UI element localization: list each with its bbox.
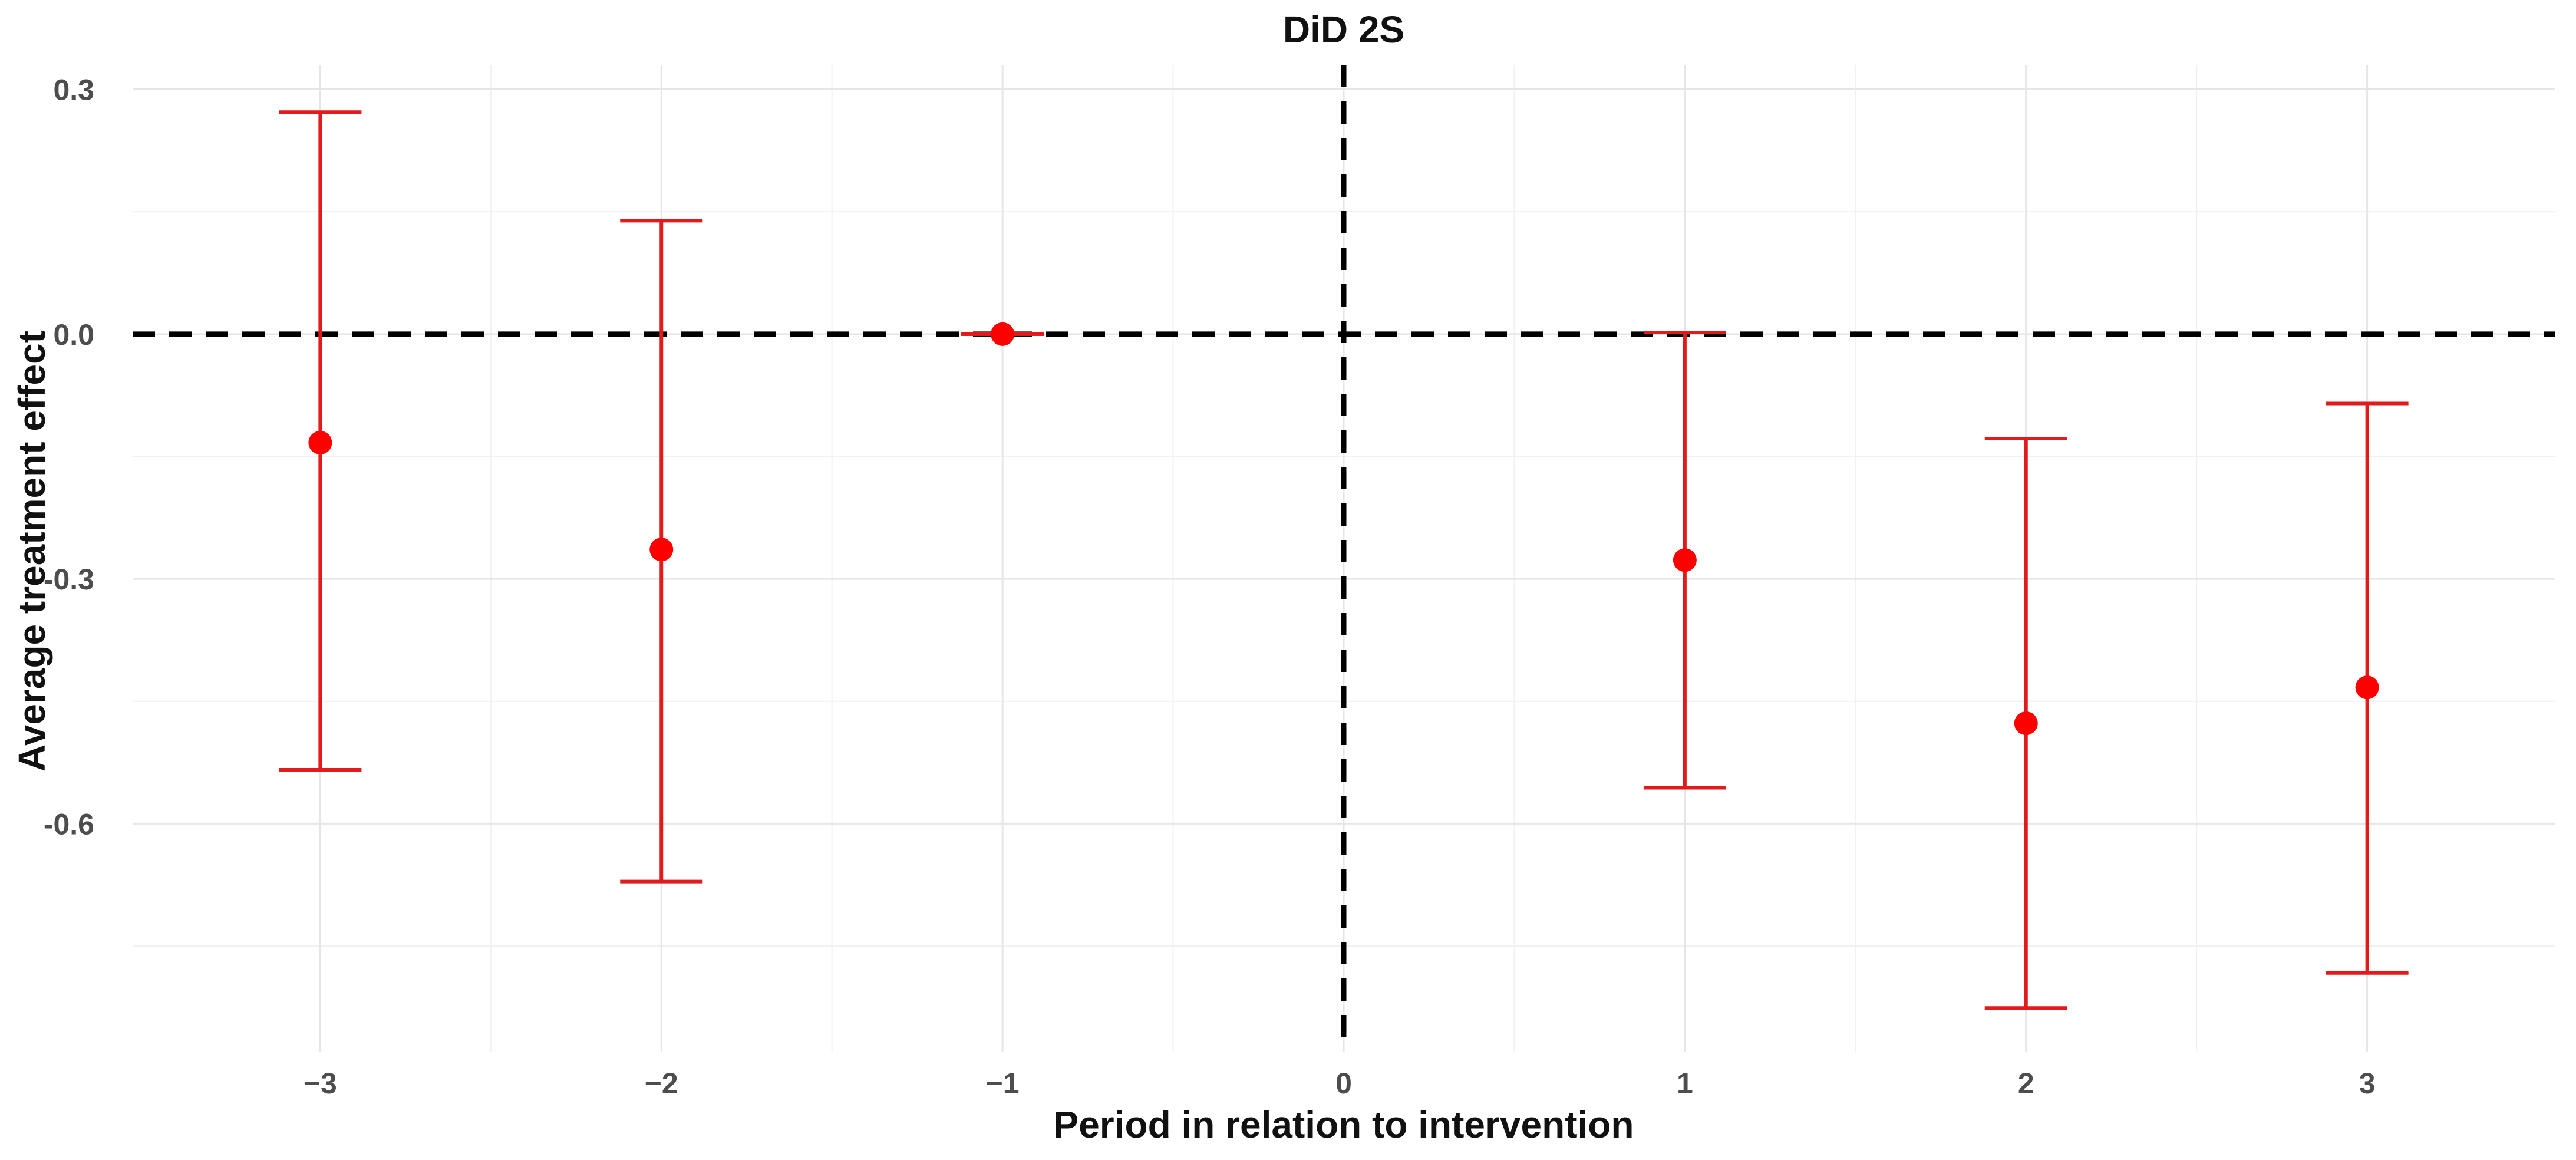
- chart-title: DiD 2S: [1283, 8, 1404, 51]
- x-tick-label: 3: [2359, 1067, 2376, 1100]
- x-tick-label: −3: [304, 1067, 337, 1100]
- data-point: [991, 322, 1015, 346]
- x-tick-label: 2: [2018, 1067, 2034, 1100]
- y-tick-label: 0.3: [53, 74, 94, 107]
- x-tick-label: −1: [986, 1067, 1020, 1100]
- y-tick-label: -0.6: [44, 808, 94, 841]
- x-tick-label: 0: [1335, 1067, 1352, 1100]
- x-tick-label: −2: [645, 1067, 678, 1100]
- points: [308, 322, 2379, 736]
- y-tick-label: 0.0: [53, 318, 94, 351]
- data-point: [308, 430, 332, 454]
- data-point: [2355, 675, 2379, 700]
- tick-labels: −3 −2 −1 0 1 2 3 0.3 0.0 -0.3 -0.6: [44, 74, 2376, 1100]
- x-axis-label: Period in relation to intervention: [1054, 1103, 1634, 1146]
- y-axis-label: Average treatment effect: [11, 331, 53, 772]
- x-tick-label: 1: [1677, 1067, 1693, 1100]
- reference-lines: [133, 65, 2555, 1052]
- data-point: [649, 538, 674, 562]
- data-point: [2014, 711, 2038, 736]
- y-tick-label: -0.3: [44, 563, 94, 596]
- data-point: [1673, 548, 1697, 572]
